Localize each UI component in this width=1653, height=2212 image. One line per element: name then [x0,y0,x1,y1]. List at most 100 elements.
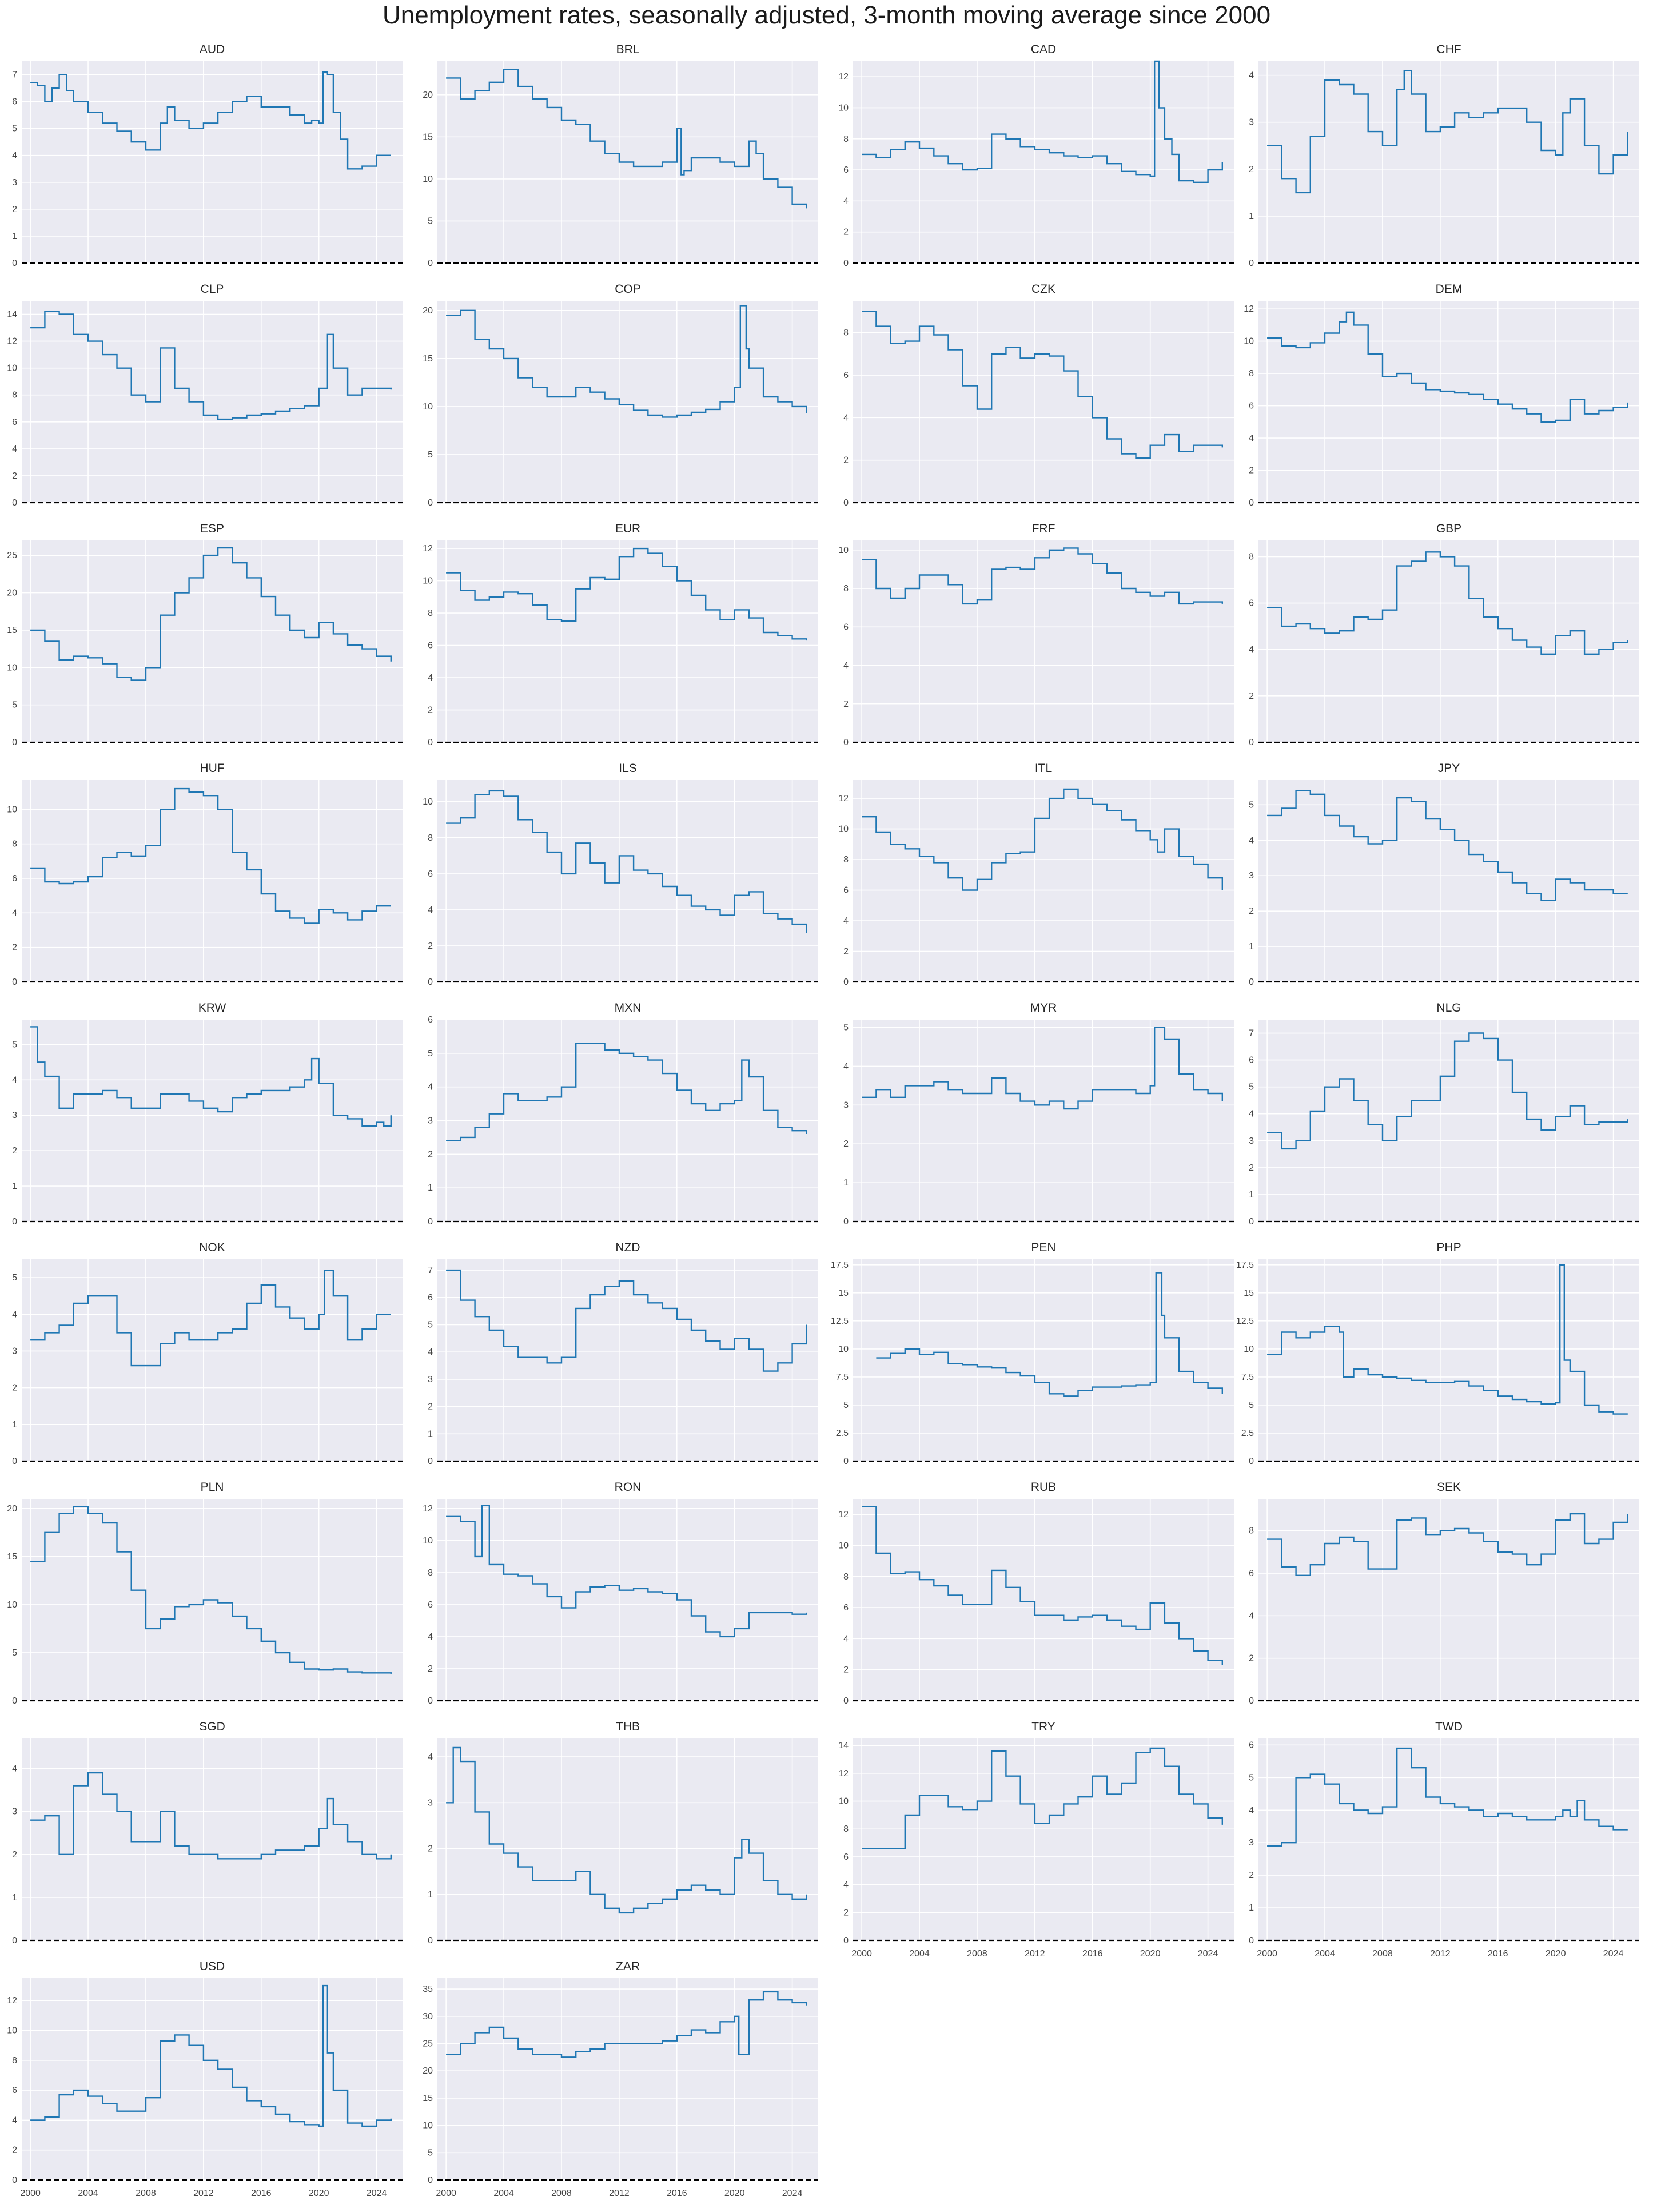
x-tick-label: 2000 [20,2189,41,2198]
series-line-krw [30,1026,392,1127]
series-line-chf [1267,70,1628,194]
y-tick-label: 6 [428,641,433,651]
series-line-myr [862,1027,1223,1110]
x-tick-label: 2024 [1198,1949,1218,1959]
y-tick-label: 1 [12,1181,17,1191]
y-tick-label: 4 [12,444,17,454]
y-tick-label: 0 [1249,1936,1254,1946]
y-tick-label: 6 [1249,1740,1254,1750]
y-tick-label: 6 [12,97,17,107]
y-tick-label: 2 [843,1908,849,1917]
plot-background [437,1738,818,1940]
y-tick-label: 4 [1249,1611,1254,1621]
y-tick-label: 25 [423,2039,433,2048]
panel-pln: 0 5 10 15 20 PLN [7,1481,403,1706]
y-tick-label: 0 [428,977,433,987]
y-tick-label: 0 [428,2175,433,2185]
plot-background [1258,1738,1639,1940]
y-tick-label: 2 [12,471,17,481]
y-tick-label: 0 [12,498,17,508]
panel-title: PEN [1031,1241,1055,1254]
y-tick-label: 6 [843,1603,849,1613]
series-line-pen [876,1272,1223,1397]
y-tick-label: 10 [838,1797,849,1807]
y-tick-label: 2 [1249,165,1254,174]
y-tick-label: 8 [843,1572,849,1582]
y-tick-label: 3 [12,1807,17,1817]
plot-background [1258,301,1639,503]
panel-ron: 0 2 4 6 8 10 12 RON [423,1481,818,1706]
series-line-mxn [446,1043,807,1141]
y-tick-label: 2 [12,943,17,953]
series-line-frf [862,547,1223,605]
y-tick-label: 2 [843,1665,849,1675]
y-tick-label: 0 [12,1457,17,1466]
y-tick-label: 2 [1249,906,1254,916]
y-tick-label: 3 [428,1116,433,1126]
x-tick-label: 2020 [724,2189,745,2198]
series-line-try [862,1747,1223,1849]
x-tick-label: 2020 [1546,1949,1566,1959]
y-tick-label: 10 [838,103,849,113]
panel-title: GBP [1436,522,1461,535]
y-tick-label: 20 [423,2066,433,2076]
y-tick-label: 3 [1249,118,1254,128]
panel-title: NZD [615,1241,640,1254]
y-tick-label: 6 [1249,599,1254,608]
plot-background [853,1738,1234,1940]
panel-sek: 0 2 4 6 8 SEK [1249,1481,1639,1706]
y-tick-label: 12 [423,544,433,554]
y-tick-label: 7.5 [836,1372,849,1382]
y-tick-label: 10 [423,402,433,412]
y-tick-label: 1 [428,1429,433,1439]
y-tick-label: 3 [12,1111,17,1120]
plot-background [853,301,1234,503]
page-title: Unemployment rates, seasonally adjusted,… [382,1,1271,29]
y-tick-label: 6 [428,1293,433,1303]
series-line-twd [1267,1747,1628,1847]
plot-background [853,1499,1234,1701]
y-tick-label: 2 [1249,466,1254,476]
y-tick-label: 6 [428,1600,433,1610]
y-tick-label: 0 [428,1457,433,1466]
y-tick-label: 5 [428,216,433,226]
y-tick-label: 14 [838,1741,849,1750]
plot-background [853,1020,1234,1222]
y-tick-label: 2 [843,456,849,466]
y-tick-label: 0 [428,1217,433,1227]
y-tick-label: 4 [1249,836,1254,845]
y-tick-label: 10 [423,576,433,586]
y-tick-label: 2 [12,1146,17,1156]
y-tick-label: 10 [423,174,433,184]
y-tick-label: 0 [428,1936,433,1946]
plot-background [1258,780,1639,982]
y-tick-label: 0 [1249,1217,1254,1227]
x-tick-label: 2008 [551,2189,572,2198]
y-tick-label: 4 [428,1347,433,1357]
plot-background [22,61,403,263]
y-tick-label: 8 [428,1568,433,1578]
panel-title: ITL [1035,762,1052,775]
y-tick-label: 8 [12,840,17,849]
y-tick-label: 8 [1249,552,1254,562]
x-tick-label: 2020 [309,2189,329,2198]
y-tick-label: 4 [1249,1109,1254,1119]
plot-background [853,540,1234,742]
x-tick-label: 2012 [193,2189,214,2198]
panel-title: THB [616,1720,640,1733]
y-tick-label: 2 [12,1850,17,1860]
x-tick-label: 2004 [78,2189,98,2198]
y-tick-label: 0 [1249,498,1254,508]
y-tick-label: 5 [12,1648,17,1658]
panel-title: CZK [1031,283,1055,296]
x-tick-label: 2016 [1082,1949,1103,1959]
y-tick-label: 6 [843,886,849,896]
y-tick-label: 4 [428,1083,433,1092]
y-tick-label: 3 [12,178,17,188]
y-tick-label: 5 [428,1049,433,1059]
plot-background [437,301,818,503]
plot-background [437,780,818,982]
y-tick-label: 6 [843,371,849,380]
y-tick-label: 10 [423,1536,433,1546]
